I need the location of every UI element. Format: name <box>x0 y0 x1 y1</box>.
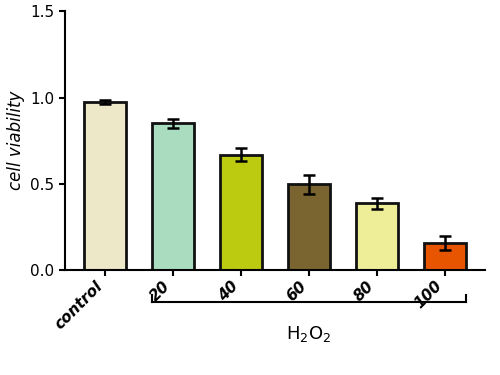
Bar <box>356 203 398 270</box>
Bar <box>220 155 262 270</box>
Y-axis label: cell viability: cell viability <box>7 91 25 190</box>
Bar <box>424 243 466 270</box>
Bar <box>152 123 194 270</box>
Bar <box>84 102 126 270</box>
Text: H$_2$O$_2$: H$_2$O$_2$ <box>286 324 332 344</box>
Bar <box>288 184 330 270</box>
Text: μM: μM <box>0 374 1 375</box>
